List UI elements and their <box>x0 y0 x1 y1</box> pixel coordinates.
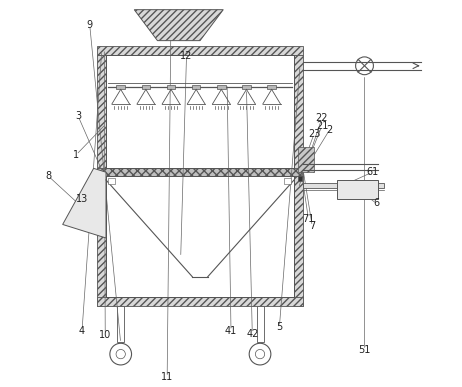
Bar <box>294 176 303 306</box>
Bar <box>167 85 175 89</box>
Text: 71: 71 <box>302 214 315 224</box>
Text: 23: 23 <box>308 128 320 139</box>
Bar <box>108 178 115 184</box>
Bar <box>242 85 251 89</box>
Bar <box>192 85 201 89</box>
Text: 6: 6 <box>373 198 379 208</box>
Text: 1: 1 <box>73 150 79 160</box>
Bar <box>116 85 125 89</box>
Text: 41: 41 <box>225 326 237 336</box>
Text: 8: 8 <box>45 171 51 181</box>
Bar <box>303 183 384 188</box>
Text: 2: 2 <box>327 125 333 135</box>
Text: 42: 42 <box>246 329 258 339</box>
Bar <box>97 297 303 306</box>
Polygon shape <box>63 168 106 238</box>
Polygon shape <box>134 10 223 41</box>
Bar <box>217 85 225 89</box>
Text: 21: 21 <box>316 121 328 131</box>
Text: 11: 11 <box>161 372 173 382</box>
Bar <box>267 85 276 89</box>
Bar <box>298 147 314 172</box>
Bar <box>294 55 303 172</box>
Bar <box>117 306 124 342</box>
Text: 9: 9 <box>87 20 93 30</box>
Text: 10: 10 <box>99 330 111 340</box>
Text: 51: 51 <box>359 345 371 355</box>
Text: 61: 61 <box>366 167 378 177</box>
Bar <box>298 176 302 181</box>
Bar <box>97 55 106 172</box>
Text: 3: 3 <box>75 111 81 121</box>
Bar <box>256 306 263 342</box>
Text: 4: 4 <box>79 326 85 336</box>
Bar <box>285 178 292 184</box>
Bar <box>97 46 303 55</box>
Bar <box>106 55 294 168</box>
Text: 7: 7 <box>309 221 316 231</box>
Bar <box>106 176 294 297</box>
Text: 22: 22 <box>316 113 328 123</box>
Text: 13: 13 <box>76 194 88 204</box>
Bar <box>141 85 150 89</box>
Bar <box>97 176 106 306</box>
Bar <box>337 180 378 199</box>
Text: 5: 5 <box>276 322 282 332</box>
Text: 12: 12 <box>180 51 193 61</box>
Bar <box>97 168 303 176</box>
